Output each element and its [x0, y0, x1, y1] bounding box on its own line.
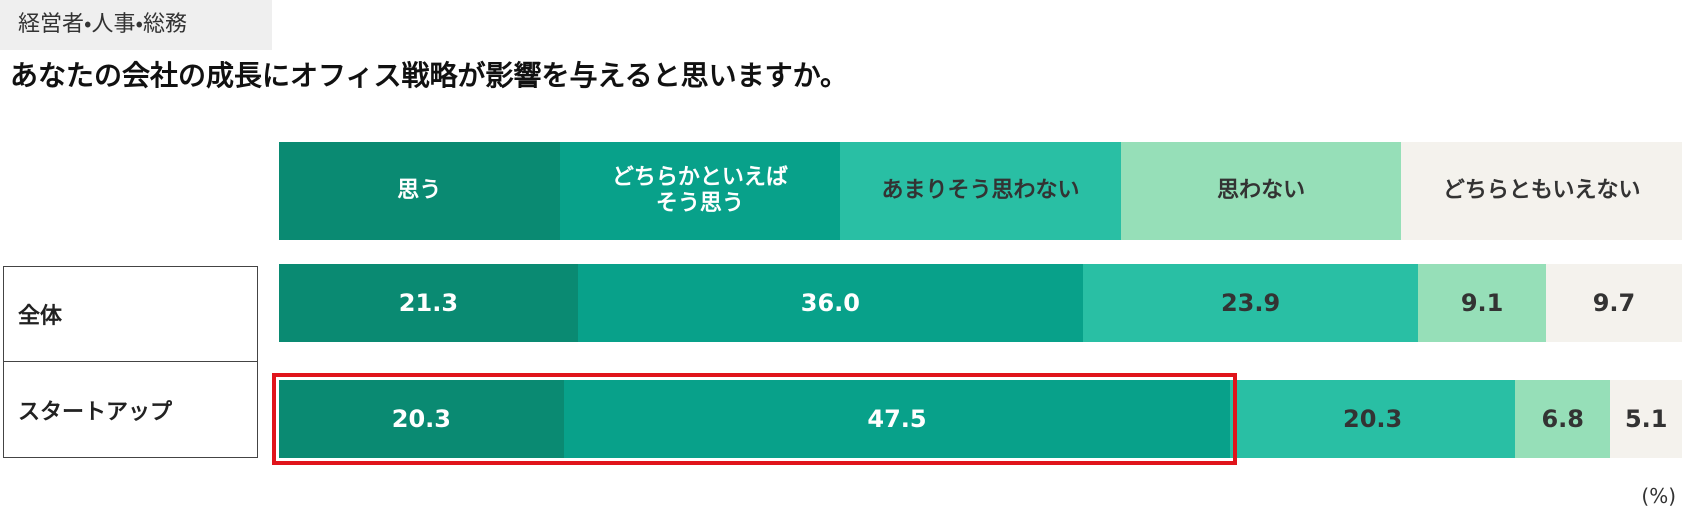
bar-segment: 20.3	[1230, 380, 1516, 458]
bar-segment: 9.7	[1545, 264, 1682, 342]
bar-segment: 36.0	[577, 264, 1083, 342]
value-label: 47.5	[867, 405, 927, 433]
legend-entry: どちらともいえない	[1401, 142, 1682, 240]
unit-label: (%)	[1641, 484, 1676, 508]
tag: 経営者・人事・総務	[0, 0, 272, 50]
value-label: 5.1	[1624, 405, 1668, 433]
value-label: 36.0	[800, 289, 860, 317]
category-label: 全体	[3, 266, 258, 362]
highlight-box	[272, 373, 1238, 465]
legend-entry: 思わない	[1120, 142, 1402, 240]
bar-segment: 21.3	[279, 264, 578, 342]
value-label: 9.7	[1592, 289, 1636, 317]
value-label: 20.3	[1343, 405, 1403, 433]
bar-segment: 9.1	[1418, 264, 1546, 342]
bar-segment: 20.3	[279, 380, 564, 458]
bar-segment: 5.1	[1610, 380, 1682, 458]
value-label: 20.3	[391, 405, 451, 433]
legend-entry: あまりそう思わない	[840, 142, 1121, 240]
chart-title: あなたの会社の成長にオフィス戦略が影響を与えると思いますか。	[10, 59, 849, 92]
legend-entry: どちらかといえば そう思う	[559, 142, 841, 240]
value-label: 6.8	[1541, 405, 1584, 433]
bar-segment: 6.8	[1515, 380, 1611, 458]
legend-entry: 思う	[279, 142, 560, 240]
bar-segment: 47.5	[563, 380, 1231, 458]
category-label: スタートアップ	[3, 362, 258, 458]
value-label: 21.3	[398, 289, 459, 317]
value-label: 9.1	[1460, 289, 1504, 317]
value-label: 23.9	[1220, 289, 1281, 317]
bar-segment: 23.9	[1082, 264, 1419, 342]
